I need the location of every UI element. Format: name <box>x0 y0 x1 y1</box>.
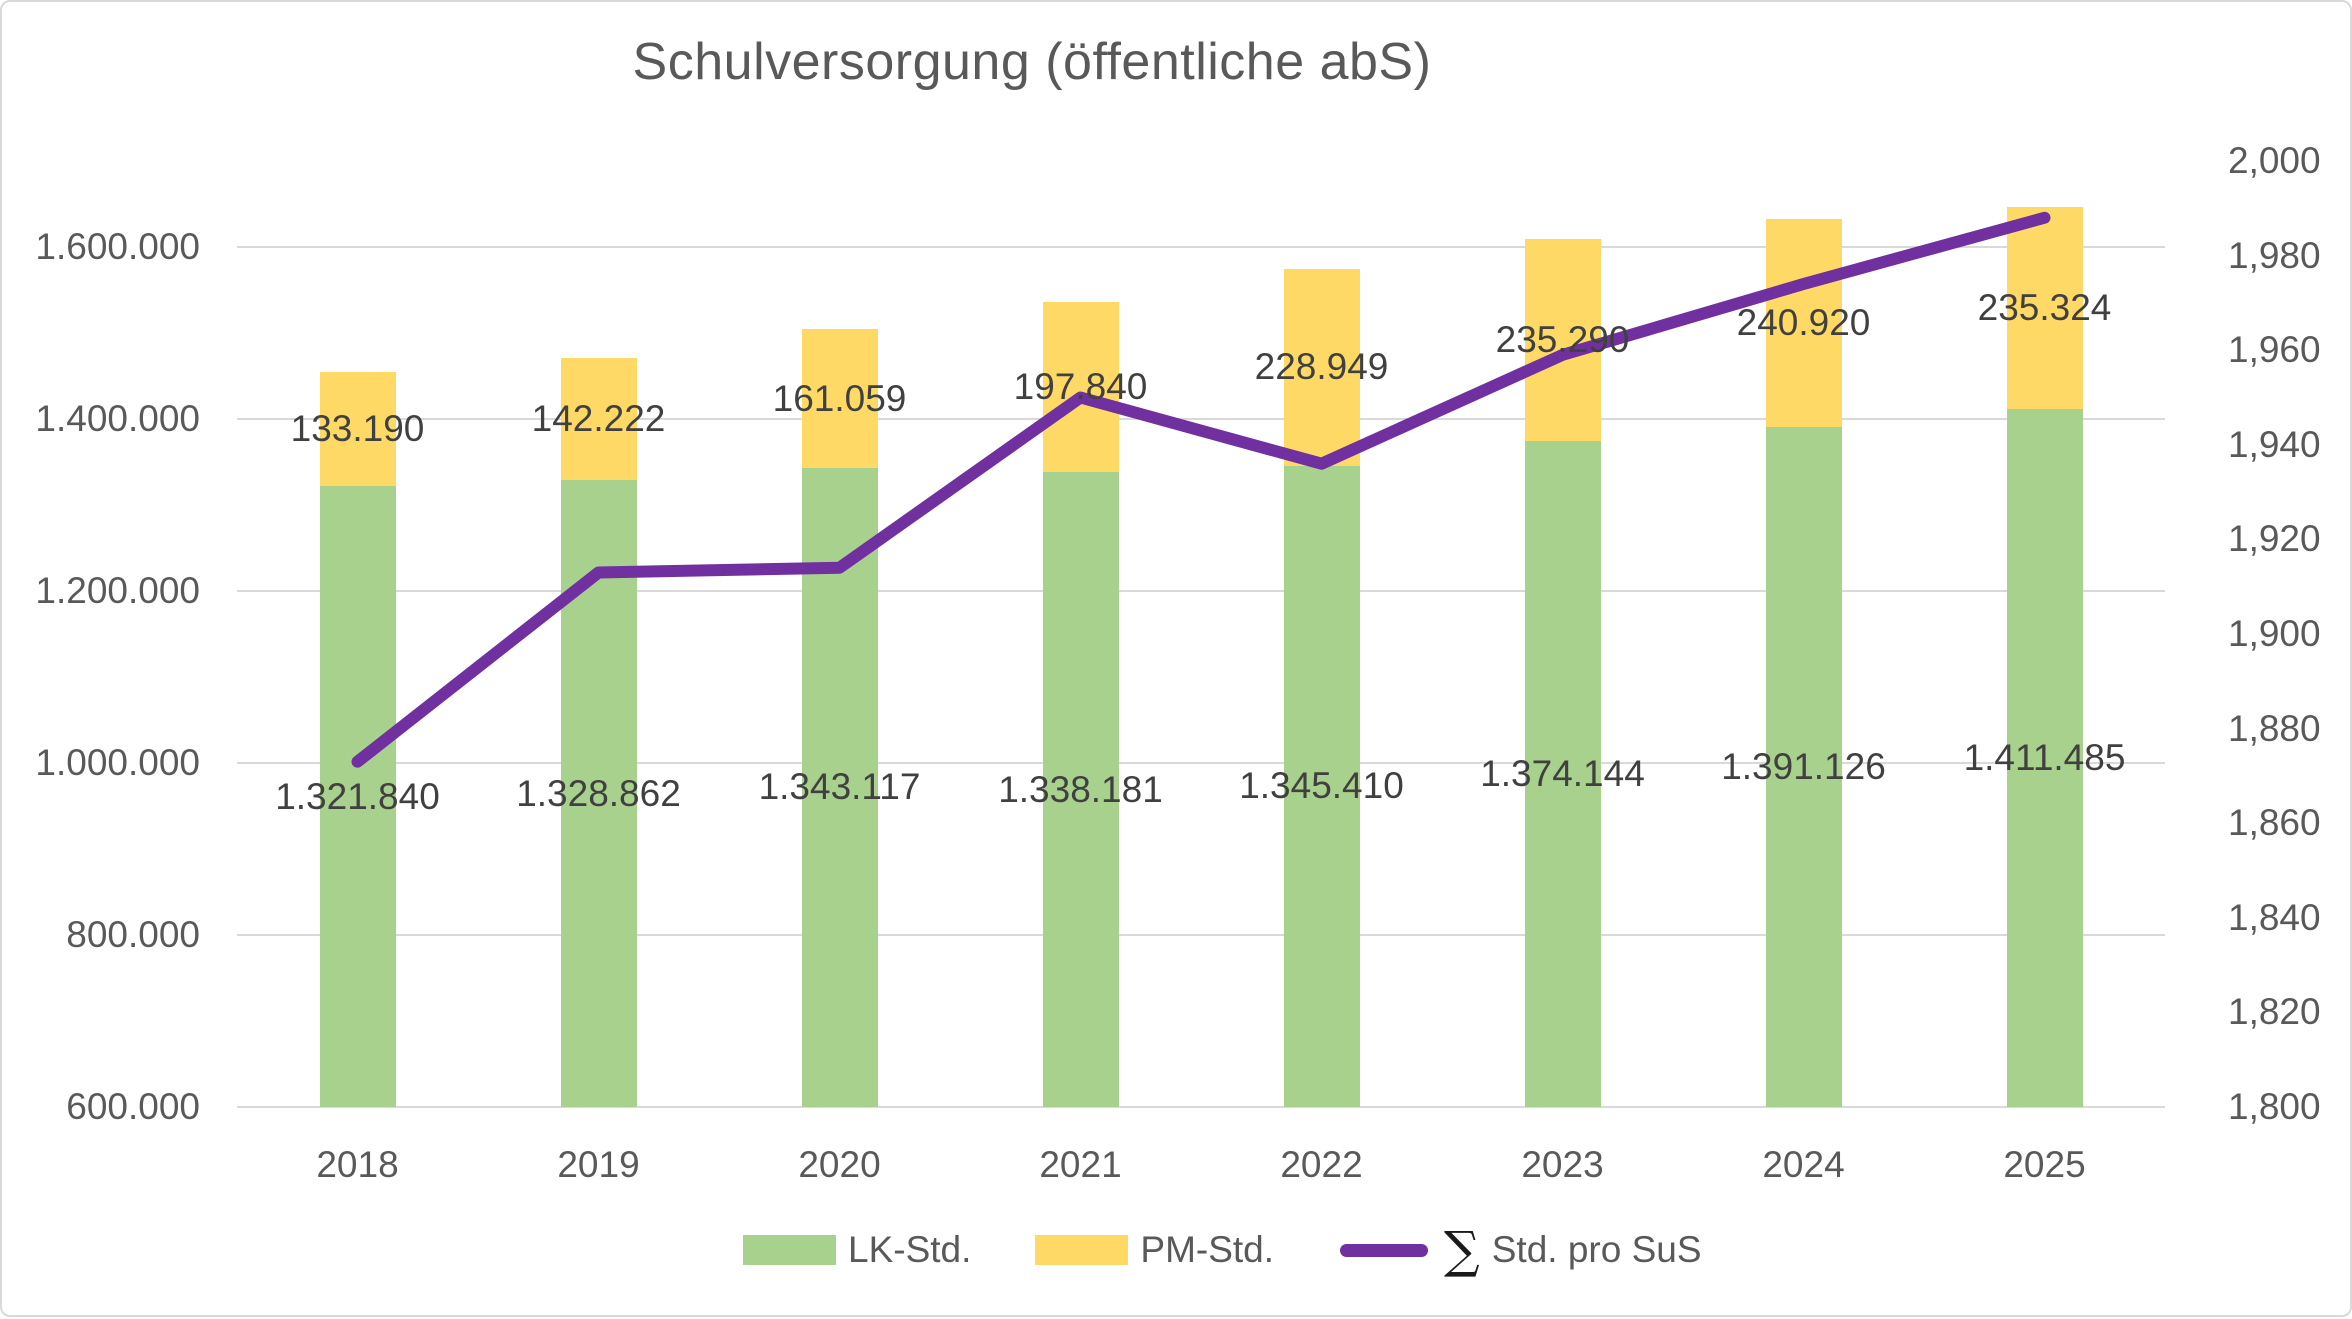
bar-label-pm-2018: 133.190 <box>290 407 425 449</box>
gridline <box>237 934 2165 936</box>
bar-pm-2025[interactable] <box>2006 206 2083 410</box>
legend: LK-Std. PM-Std. ∑ Std. pro SuS <box>743 1225 1702 1275</box>
y-axis-label-left: 1.600.000 <box>35 226 200 267</box>
bar-lk-2019[interactable] <box>560 480 637 1107</box>
bar-label-pm-2022: 228.949 <box>1254 346 1389 388</box>
y-axis-label-left: 1.000.000 <box>35 742 200 783</box>
legend-item-pm-std[interactable]: PM-Std. <box>1035 1229 1274 1271</box>
gridline <box>237 246 2165 248</box>
y-axis-label-right: 1,940 <box>2228 423 2321 465</box>
bar-pm-2024[interactable] <box>1765 219 1842 427</box>
bar-label-pm-2024: 240.920 <box>1736 302 1871 344</box>
bar-label-lk-2020: 1.343.117 <box>758 766 921 808</box>
gridline <box>237 762 2165 764</box>
x-axis-label-2020: 2020 <box>798 1144 881 1185</box>
y-axis-label-left: 1.200.000 <box>35 570 200 611</box>
legend-label-lk: LK-Std. <box>848 1229 972 1270</box>
y-axis-label-right: 1,980 <box>2228 234 2321 276</box>
y-axis-label-right: 1,900 <box>2228 613 2321 654</box>
x-axis-label-2024: 2024 <box>1762 1144 1845 1185</box>
bar-pm-2018[interactable] <box>319 371 396 487</box>
bar-label-pm-2023: 235.290 <box>1495 319 1630 361</box>
bar-lk-2021[interactable] <box>1042 472 1119 1107</box>
bar-lk-2023[interactable] <box>1524 441 1601 1107</box>
bar-lk-2025[interactable] <box>2006 409 2083 1107</box>
legend-swatch-lk <box>743 1235 836 1265</box>
line-std-pro-sus[interactable] <box>351 211 2051 768</box>
x-axis-label-2025: 2025 <box>2003 1144 2086 1185</box>
bar-lk-2020[interactable] <box>801 467 878 1107</box>
bar-pm-2023[interactable] <box>1524 238 1601 442</box>
y-axis-label-left: 1.400.000 <box>35 398 200 439</box>
gridline <box>237 590 2165 592</box>
sigma-icon: ∑ <box>1444 1221 1480 1279</box>
legend-label-pm: PM-Std. <box>1140 1229 1275 1270</box>
bar-pm-2019[interactable] <box>560 357 637 481</box>
bar-label-lk-2024: 1.391.126 <box>1721 745 1886 787</box>
x-axis-label-2023: 2023 <box>1521 1144 1604 1185</box>
y-axis-label-left: 800.000 <box>66 914 200 955</box>
x-axis-label-2021: 2021 <box>1039 1144 1122 1185</box>
chart-title: Schulversorgung (öffentliche abS) <box>632 33 1432 91</box>
y-axis-label-right: 1,800 <box>2228 1086 2321 1127</box>
bar-label-lk-2023: 1.374.144 <box>1480 753 1645 795</box>
y-axis-label-left: 600.000 <box>66 1086 200 1127</box>
y-axis-label-right: 1,860 <box>2228 802 2321 844</box>
y-axis-label-right: 1,820 <box>2228 991 2321 1033</box>
bar-label-lk-2025: 1.411.485 <box>1963 737 2126 779</box>
x-axis-label-2022: 2022 <box>1280 1144 1363 1185</box>
bar-label-pm-2019: 142.222 <box>531 398 666 440</box>
bar-label-pm-2025: 235.324 <box>1977 286 2112 328</box>
bar-pm-2021[interactable] <box>1042 302 1119 473</box>
y-axis-label-right: 1,920 <box>2228 518 2321 560</box>
legend-swatch-line <box>1340 1243 1429 1257</box>
x-axis-label-2018: 2018 <box>316 1144 399 1185</box>
legend-label-line: Std. pro SuS <box>1491 1229 1702 1270</box>
bar-label-lk-2018: 1.321.840 <box>275 775 440 817</box>
y-axis-label-right: 2,000 <box>2228 140 2321 181</box>
legend-item-lk-std[interactable]: LK-Std. <box>743 1229 971 1271</box>
gridline <box>237 418 2165 420</box>
bar-pm-2022[interactable] <box>1283 269 1360 466</box>
bar-lk-2018[interactable] <box>319 486 396 1107</box>
y-axis-label-right: 1,880 <box>2228 707 2321 749</box>
bar-label-pm-2020: 161.059 <box>772 377 907 419</box>
bar-label-lk-2021: 1.338.181 <box>998 768 1163 810</box>
x-axis-label-2019: 2019 <box>557 1144 640 1185</box>
y-axis-label-right: 1,840 <box>2228 896 2321 938</box>
bar-pm-2020[interactable] <box>801 329 878 468</box>
bar-lk-2024[interactable] <box>1765 426 1842 1107</box>
legend-item-std-pro-sus[interactable]: ∑ Std. pro SuS <box>1340 1225 1702 1275</box>
y-axis-label-right: 1,960 <box>2228 329 2321 371</box>
legend-swatch-pm <box>1035 1235 1129 1265</box>
bar-label-pm-2021: 197.840 <box>1013 366 1148 408</box>
gridline <box>237 1106 2165 1108</box>
bar-lk-2022[interactable] <box>1283 465 1360 1107</box>
bar-label-lk-2019: 1.328.862 <box>516 772 681 814</box>
bar-label-lk-2022: 1.345.410 <box>1239 765 1404 807</box>
